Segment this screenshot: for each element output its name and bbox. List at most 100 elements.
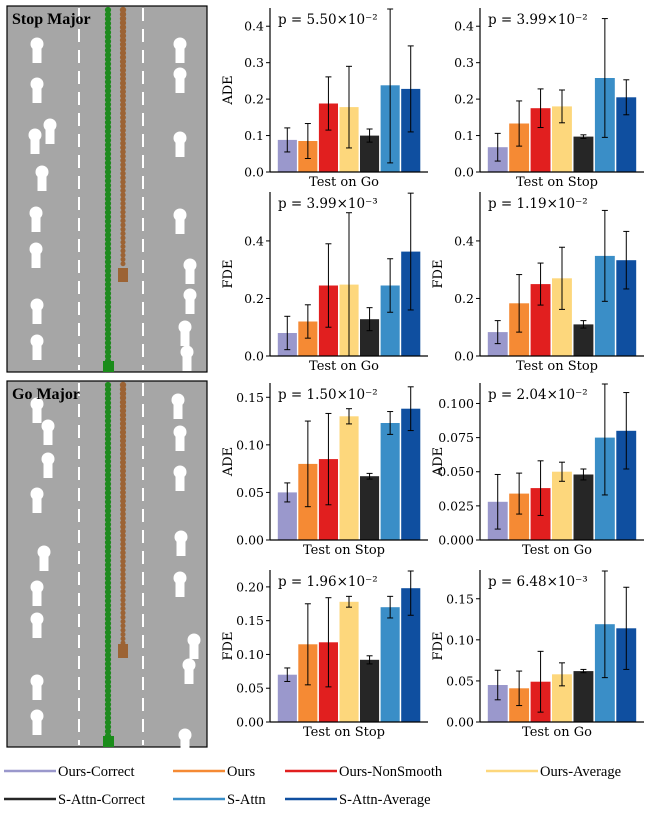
trajectory-dot <box>104 413 112 420</box>
trajectory-dot <box>119 32 127 39</box>
agent-head <box>41 419 55 433</box>
agent-head <box>35 165 49 179</box>
trajectory-dot <box>120 562 126 569</box>
trajectory-dot <box>120 200 126 207</box>
go-trajectory <box>104 381 112 744</box>
trajectory-dot <box>104 638 112 645</box>
trajectory-dot <box>120 93 126 99</box>
trajectory-dot <box>104 674 112 681</box>
trajectory-dot <box>104 719 112 726</box>
bar <box>339 601 359 722</box>
agent-head <box>182 658 196 672</box>
bar <box>360 659 380 722</box>
error-bar <box>407 45 414 133</box>
error-bar <box>366 128 373 143</box>
trajectory-dot <box>104 593 112 600</box>
trajectory-dot <box>104 534 112 542</box>
agent-head <box>173 465 187 479</box>
trajectory-dot <box>104 222 112 230</box>
agent-body <box>184 670 194 684</box>
trajectory-dot <box>104 683 112 690</box>
trajectory-dot <box>119 36 127 44</box>
bar <box>552 471 572 540</box>
error-bar <box>304 420 311 508</box>
bar <box>277 139 297 172</box>
bar <box>318 103 338 172</box>
y-tick-label: 0.0 <box>244 165 264 180</box>
trajectory-dot <box>104 489 112 497</box>
error-bar <box>537 88 544 129</box>
pedestrian-agent <box>29 206 43 232</box>
y-axis-label: FDE <box>221 632 236 661</box>
p-value-annotation: p = 3.99×10⁻² <box>488 12 588 28</box>
legend-item: Ours-NonSmooth <box>285 764 443 780</box>
trajectory-dot <box>119 45 127 52</box>
agent-body <box>175 79 185 93</box>
error-bar <box>494 132 501 162</box>
trajectory-dot <box>104 494 112 501</box>
trajectory-dot <box>104 570 112 578</box>
trajectory-dot <box>104 339 112 347</box>
trajectory-dot <box>104 431 112 438</box>
trajectory-dot <box>104 390 112 398</box>
y-tick-label: 0.1 <box>244 128 264 143</box>
y-tick-label: 0.00 <box>446 715 474 730</box>
error-bar <box>623 230 630 290</box>
trajectory-dot <box>120 532 126 539</box>
trajectory-dot <box>120 105 126 112</box>
trajectory-dot <box>119 67 127 74</box>
trajectory-dot <box>104 521 112 528</box>
agent-head <box>30 334 44 348</box>
trajectory-dot <box>104 458 112 465</box>
pedestrian-agent <box>178 728 192 754</box>
pedestrian-agent <box>187 633 201 659</box>
agent-body <box>43 464 53 478</box>
error-bar <box>407 192 414 311</box>
agent-head <box>41 452 55 466</box>
trajectory-dot <box>104 530 112 537</box>
trajectory-dot <box>104 299 112 306</box>
trajectory-dot <box>104 606 112 614</box>
trajectory-dot <box>104 348 112 356</box>
agent-head <box>30 674 44 688</box>
trajectory-dot <box>104 56 112 63</box>
error-bar <box>537 650 544 713</box>
trajectory-dot <box>104 615 112 623</box>
trajectory-dot <box>120 118 126 125</box>
legend-label: Ours-NonSmooth <box>339 764 443 780</box>
agent-head <box>30 37 44 51</box>
trajectory-dot <box>119 75 127 82</box>
pedestrian-agent <box>30 612 44 638</box>
agent-head <box>174 530 188 544</box>
x-axis-label: Test on Stop <box>516 359 598 374</box>
trajectory-dot <box>104 471 112 479</box>
trajectory-dot <box>119 424 127 432</box>
trajectory-dot <box>104 552 112 560</box>
trajectory-dot <box>104 209 112 216</box>
p-value-annotation: p = 6.48×10⁻³ <box>488 574 588 590</box>
pedestrian-agent <box>173 465 187 491</box>
pedestrian-agent <box>183 288 197 314</box>
trajectory-dot <box>119 416 127 423</box>
bar <box>380 285 400 356</box>
trajectory-dot <box>104 114 112 122</box>
y-tick-label: 0.05 <box>236 681 264 696</box>
agent-body <box>32 592 42 606</box>
y-tick-label: 0.15 <box>446 591 474 606</box>
error-bar <box>407 570 414 616</box>
go-car <box>103 736 114 747</box>
trajectory-dot <box>104 687 112 695</box>
y-tick-label: 0.4 <box>244 19 264 34</box>
trajectory-dot <box>120 558 126 565</box>
trajectory-dot <box>120 463 126 470</box>
trajectory-dot <box>104 714 112 722</box>
bar <box>552 106 572 172</box>
agent-head <box>29 242 43 256</box>
trajectory-dot <box>120 248 126 254</box>
trajectory-dot <box>120 183 126 190</box>
agent-body <box>32 686 42 700</box>
trajectory-dot <box>119 62 127 69</box>
agent-head <box>183 288 197 302</box>
trajectory-dot <box>120 261 126 267</box>
go-car <box>103 361 114 372</box>
